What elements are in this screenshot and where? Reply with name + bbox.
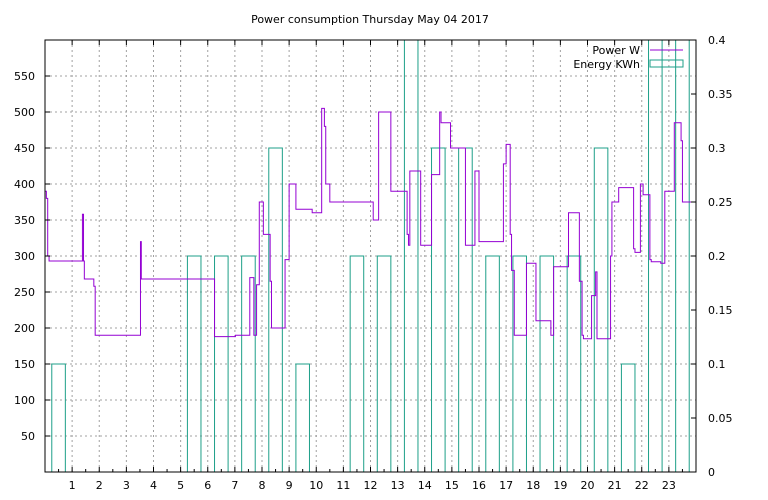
y2-tick-label: 0.25 — [708, 196, 733, 209]
y2-tick-label: 0.3 — [708, 142, 726, 155]
energy-bar — [620, 363, 636, 472]
x-tick-label: 11 — [336, 479, 350, 492]
y2-tick-label: 0.1 — [708, 358, 726, 371]
x-tick-label: 19 — [553, 479, 567, 492]
x-tick-label: 22 — [635, 479, 649, 492]
y2-tick-label: 0.2 — [708, 250, 726, 263]
x-tick-label: 2 — [96, 479, 103, 492]
y-tick-label: 150 — [14, 358, 35, 371]
energy-bar — [593, 147, 609, 472]
x-tick-label: 14 — [418, 479, 432, 492]
x-tick-label: 20 — [581, 479, 595, 492]
energy-bar — [675, 39, 690, 472]
x-tick-label: 23 — [662, 479, 676, 492]
x-tick-label: 18 — [526, 479, 540, 492]
energy-bar — [566, 255, 582, 472]
y-tick-label: 250 — [14, 286, 35, 299]
energy-bar — [376, 255, 392, 472]
energy-bar — [349, 255, 365, 472]
y-tick-label: 200 — [14, 322, 35, 335]
x-tick-label: 4 — [150, 479, 157, 492]
x-tick-label: 10 — [309, 479, 323, 492]
energy-bar — [539, 255, 555, 472]
y2-tick-label: 0.35 — [708, 88, 733, 101]
energy-bar — [241, 255, 256, 472]
x-axis: 1 2 3 4 5 6 7 8 9 10 11 12 13 14 15 16 17 18 19 20 21 22 23 — [58, 40, 683, 492]
energy-bar — [295, 363, 310, 472]
energy-bar — [268, 147, 283, 472]
y2-tick-label: 0.05 — [708, 412, 733, 425]
y-tick-label: 350 — [14, 214, 35, 227]
y-tick-label: 400 — [14, 178, 35, 191]
y-tick-label: 550 — [14, 70, 35, 83]
y2-tick-label: 0.4 — [708, 34, 726, 47]
legend-swatch-energy — [649, 59, 684, 68]
x-tick-label: 6 — [204, 479, 211, 492]
energy-bar — [51, 363, 66, 472]
x-tick-label: 21 — [608, 479, 622, 492]
x-tick-label: 9 — [286, 479, 293, 492]
x-tick-label: 8 — [259, 479, 266, 492]
x-tick-label: 5 — [177, 479, 184, 492]
x-tick-label: 17 — [499, 479, 513, 492]
legend-label-power: Power W — [592, 44, 640, 57]
chart-title: Power consumption Thursday May 04 2017 — [251, 13, 489, 26]
y-tick-label: 500 — [14, 106, 35, 119]
y-tick-label: 450 — [14, 142, 35, 155]
y2-tick-label: 0 — [708, 466, 715, 479]
x-tick-label: 1 — [69, 479, 76, 492]
x-tick-label: 15 — [445, 479, 459, 492]
x-tick-label: 12 — [364, 479, 378, 492]
y-tick-label: 100 — [14, 394, 35, 407]
legend: Power W Energy KWh — [573, 44, 684, 71]
y-tick-label: 300 — [14, 250, 35, 263]
y2-tick-label: 0.15 — [708, 304, 733, 317]
x-tick-label: 16 — [472, 479, 486, 492]
energy-bar — [512, 255, 527, 472]
x-tick-label: 7 — [231, 479, 238, 492]
x-tick-label: 13 — [391, 479, 405, 492]
y-axis-right: 0 0.05 0.1 0.15 0.2 0.25 0.3 0.35 0.4 — [691, 34, 733, 479]
power-line-layer — [45, 107, 696, 340]
energy-bar — [214, 255, 229, 472]
x-tick-label: 3 — [123, 479, 130, 492]
energy-bar — [485, 255, 500, 472]
y-tick-label: 50 — [21, 430, 35, 443]
grid-layer — [45, 40, 696, 472]
energy-bar — [431, 147, 446, 472]
power-line — [45, 107, 696, 340]
y-axis-left: 50 100 150 200 250 300 350 400 450 500 550 — [14, 70, 50, 443]
energy-bar — [186, 255, 202, 472]
legend-label-energy: Energy KWh — [573, 58, 640, 71]
